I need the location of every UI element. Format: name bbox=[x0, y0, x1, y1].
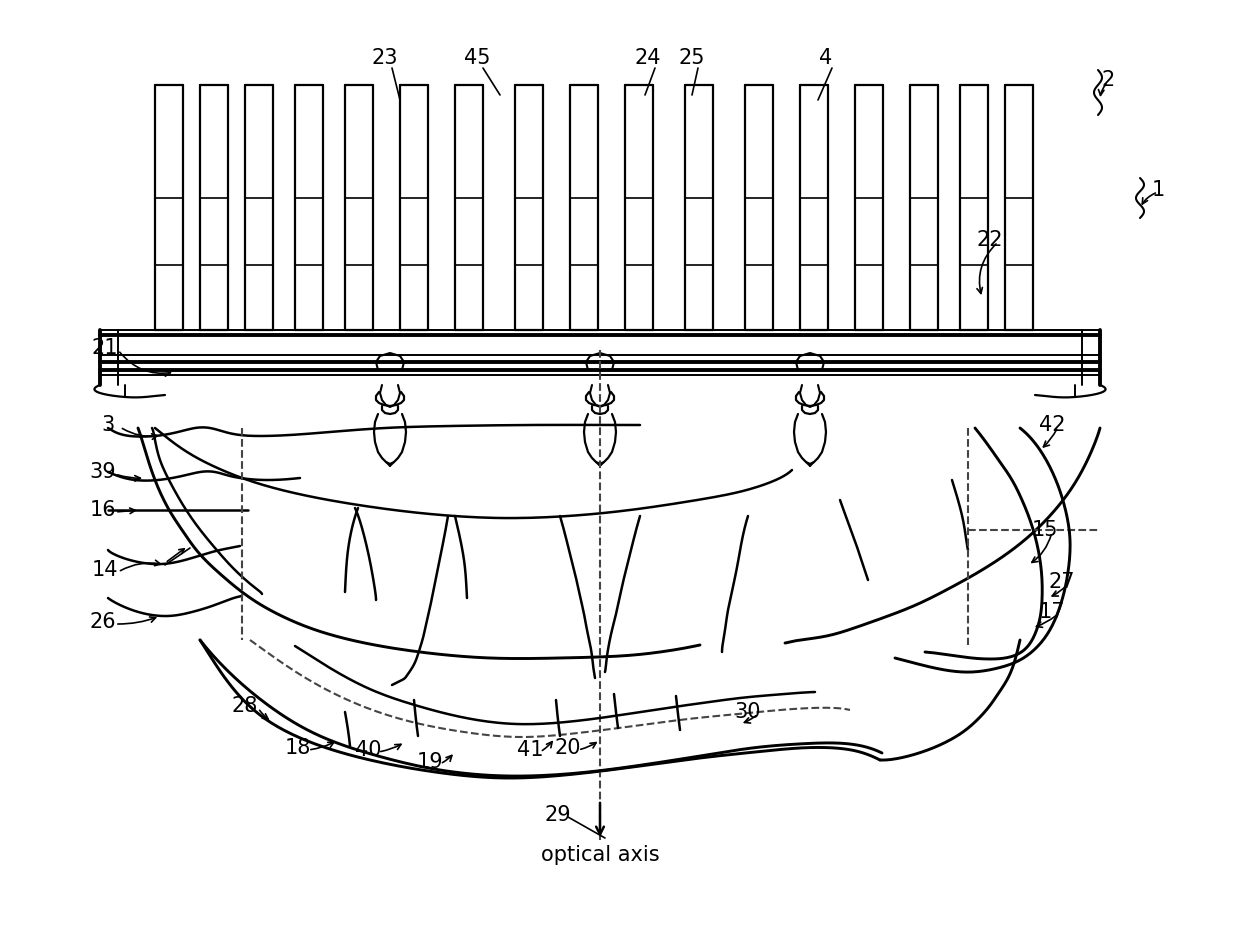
Text: 45: 45 bbox=[464, 48, 490, 68]
Text: 18: 18 bbox=[285, 738, 311, 758]
Text: 16: 16 bbox=[89, 500, 117, 520]
Text: 22: 22 bbox=[977, 230, 1003, 250]
Text: 20: 20 bbox=[554, 738, 582, 758]
Text: 27: 27 bbox=[1049, 572, 1075, 592]
Text: 39: 39 bbox=[89, 462, 117, 482]
Text: 23: 23 bbox=[372, 48, 398, 68]
Text: 19: 19 bbox=[417, 752, 444, 772]
Text: 41: 41 bbox=[517, 740, 543, 760]
Text: 4: 4 bbox=[820, 48, 832, 68]
Text: 17: 17 bbox=[1039, 602, 1065, 622]
Text: 30: 30 bbox=[735, 702, 761, 722]
Text: optical axis: optical axis bbox=[541, 845, 660, 865]
Text: 3: 3 bbox=[102, 415, 114, 435]
Text: 21: 21 bbox=[92, 338, 118, 358]
Text: 28: 28 bbox=[232, 696, 258, 716]
Text: 26: 26 bbox=[89, 612, 117, 632]
Text: 2: 2 bbox=[1101, 70, 1115, 90]
Text: 14: 14 bbox=[92, 560, 118, 580]
Text: 25: 25 bbox=[678, 48, 706, 68]
Text: 40: 40 bbox=[355, 740, 381, 760]
Text: 42: 42 bbox=[1039, 415, 1065, 435]
Text: 1: 1 bbox=[1152, 180, 1164, 200]
Text: 24: 24 bbox=[635, 48, 661, 68]
Text: 15: 15 bbox=[1032, 520, 1058, 540]
Text: 29: 29 bbox=[544, 805, 572, 825]
